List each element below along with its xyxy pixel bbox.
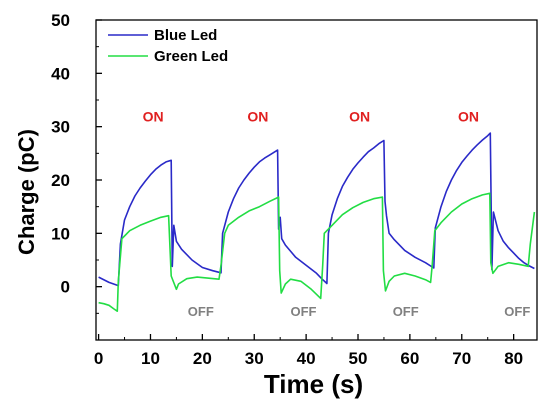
x-tick-label: 40 bbox=[297, 349, 316, 368]
x-tick-label: 30 bbox=[245, 349, 264, 368]
x-tick-label: 10 bbox=[141, 349, 160, 368]
series-line-blue-led bbox=[98, 132, 535, 287]
x-tick-label: 0 bbox=[94, 349, 103, 368]
annotation-on-label: ON bbox=[143, 108, 164, 124]
y-tick-label: 20 bbox=[51, 171, 70, 190]
y-tick-label: 30 bbox=[51, 118, 70, 137]
x-tick-label: 60 bbox=[400, 349, 419, 368]
x-tick-label: 80 bbox=[504, 349, 523, 368]
annotation-on-label: ON bbox=[458, 108, 479, 124]
x-tick-label: 50 bbox=[349, 349, 368, 368]
series-layer bbox=[98, 132, 536, 312]
annotation-off-label: OFF bbox=[291, 304, 317, 319]
x-tick-label: 20 bbox=[193, 349, 212, 368]
legend-label-green-led: Green Led bbox=[154, 48, 228, 65]
plot-frame bbox=[95, 19, 538, 341]
annotation-off-label: OFF bbox=[393, 304, 419, 319]
legend: Blue Led Green Led bbox=[108, 27, 228, 65]
annotation-on-label: ON bbox=[247, 108, 268, 124]
y-tick-label: 10 bbox=[51, 224, 70, 243]
annotation-off-label: OFF bbox=[504, 304, 530, 319]
x-tick-label: 70 bbox=[452, 349, 471, 368]
series-line-green-led bbox=[98, 192, 536, 312]
legend-label-blue-led: Blue Led bbox=[154, 27, 217, 44]
annotation-layer: ON ON ON ON OFF OFF OFF OFF bbox=[143, 108, 531, 319]
y-tick-label: 50 bbox=[51, 11, 70, 30]
x-axis-title: Time (s) bbox=[264, 369, 363, 399]
y-tick-label: 40 bbox=[51, 64, 70, 83]
y-tick-label: 0 bbox=[61, 278, 70, 297]
annotation-off-label: OFF bbox=[188, 304, 214, 319]
annotation-on-label: ON bbox=[349, 108, 370, 124]
y-axis-title: Charge (pC) bbox=[14, 129, 39, 255]
